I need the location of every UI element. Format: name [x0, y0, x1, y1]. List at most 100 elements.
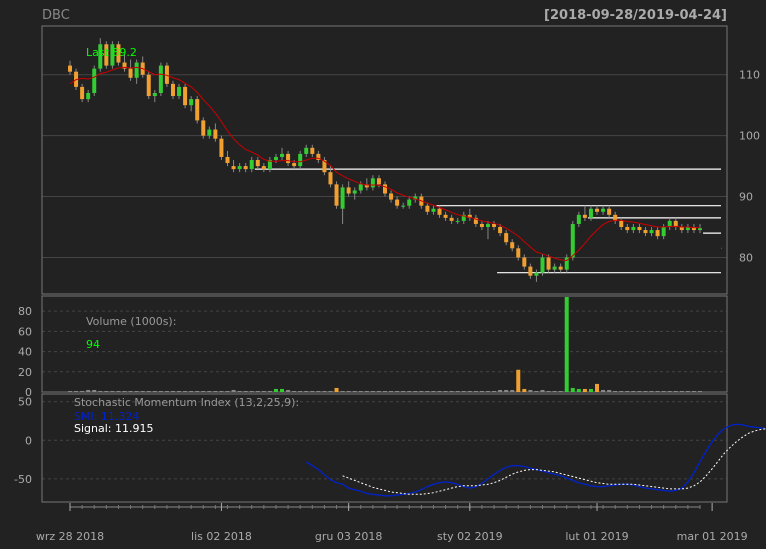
candle-body: [485, 223, 490, 227]
candle: [225, 150, 230, 167]
candle-body: [334, 184, 339, 206]
candle: [467, 208, 472, 221]
candle: [134, 59, 139, 84]
volume-bar: [546, 390, 551, 392]
candle: [516, 245, 521, 261]
price-panel: 80 90 100 110 Last 89.2: [68, 38, 760, 282]
candle: [546, 254, 551, 273]
volume-bar: [540, 389, 545, 392]
volume-bar: [449, 390, 454, 392]
smi-line: [305, 423, 766, 497]
volume-bar: [485, 390, 490, 392]
volume-bar: [685, 390, 690, 392]
volume-bar: [261, 390, 266, 392]
volume-bar: [631, 390, 636, 392]
candle-body: [564, 257, 569, 270]
candle: [582, 205, 587, 221]
candle: [558, 263, 563, 273]
volume-bar: [637, 390, 642, 392]
volume-bar: [340, 390, 345, 392]
candle: [140, 56, 145, 78]
candle-body: [613, 214, 618, 221]
volume-bar: [237, 390, 242, 392]
volume-bar: [607, 389, 612, 392]
candle-body: [80, 86, 85, 100]
candle-body: [86, 93, 91, 100]
candle-body: [552, 266, 557, 270]
volume-bar: [667, 390, 672, 392]
candle-body: [207, 129, 212, 136]
candle-body: [631, 227, 636, 231]
volume-tick-label: 60: [18, 325, 32, 338]
volume-bar: [68, 390, 72, 392]
candle-body: [685, 227, 690, 231]
candle-body: [164, 65, 169, 84]
candle-body: [152, 93, 157, 97]
candle: [122, 53, 127, 72]
candle: [413, 193, 418, 203]
candle: [352, 187, 357, 200]
candle-body: [98, 44, 103, 69]
volume-bar: [461, 390, 466, 392]
candle: [698, 223, 702, 234]
candle: [461, 211, 466, 224]
candle-body: [449, 217, 454, 221]
candle-body: [213, 129, 218, 139]
candle: [346, 181, 351, 197]
candle-body: [522, 257, 527, 267]
volume-bar: [213, 390, 218, 392]
volume-bar: [437, 390, 442, 392]
last-price-label: Last 89.2: [86, 46, 137, 59]
candle: [231, 160, 236, 173]
candle: [679, 223, 684, 234]
candle: [243, 163, 248, 173]
candle: [213, 123, 218, 142]
candle-body: [177, 86, 182, 97]
x-tick-label: gru 03 2018: [315, 530, 382, 543]
candle-body: [516, 248, 521, 258]
volume-bar: [601, 389, 606, 392]
candle-body: [358, 184, 363, 191]
candle: [164, 62, 169, 87]
volume-bar: [104, 390, 109, 392]
x-tick-label: lis 02 2018: [191, 530, 252, 543]
candle: [619, 217, 624, 231]
volume-panel: 0 20 40 60 80 Volume (1000s): 94: [18, 297, 702, 399]
candle: [86, 89, 91, 103]
candle-body: [667, 220, 672, 227]
candle-body: [189, 99, 194, 106]
candle-body: [280, 153, 285, 157]
smi-tick-label: -50: [14, 473, 32, 486]
volume-title: Volume (1000s):: [86, 315, 176, 328]
candle-body: [134, 62, 139, 78]
candle-body: [691, 227, 696, 231]
candle: [389, 190, 394, 203]
candle-body: [407, 199, 412, 206]
candle-body: [370, 178, 375, 188]
volume-bar: [122, 390, 127, 392]
smi-value-label: SMI: 11.324: [74, 410, 139, 423]
volume-bar: [98, 390, 103, 392]
volume-bar: [510, 389, 515, 392]
candle-body: [431, 208, 436, 212]
volume-bar: [231, 389, 236, 392]
candle-body: [673, 220, 678, 227]
candle-body: [328, 172, 333, 185]
volume-bar: [255, 390, 260, 392]
volume-bar: [116, 390, 121, 392]
candle: [601, 205, 606, 215]
candle-body: [346, 187, 351, 194]
candle-body: [607, 208, 612, 215]
candle: [207, 126, 212, 139]
candle-body: [104, 44, 109, 66]
volume-bar: [401, 390, 406, 392]
volume-bar: [389, 390, 394, 392]
candle-body: [170, 83, 175, 97]
volume-bar: [582, 388, 587, 392]
x-tick-label: sty 02 2019: [437, 530, 503, 543]
volume-bar: [528, 389, 533, 392]
candle: [649, 227, 654, 237]
candle: [504, 230, 509, 246]
volume-bar: [625, 390, 630, 392]
volume-bar: [552, 390, 557, 392]
